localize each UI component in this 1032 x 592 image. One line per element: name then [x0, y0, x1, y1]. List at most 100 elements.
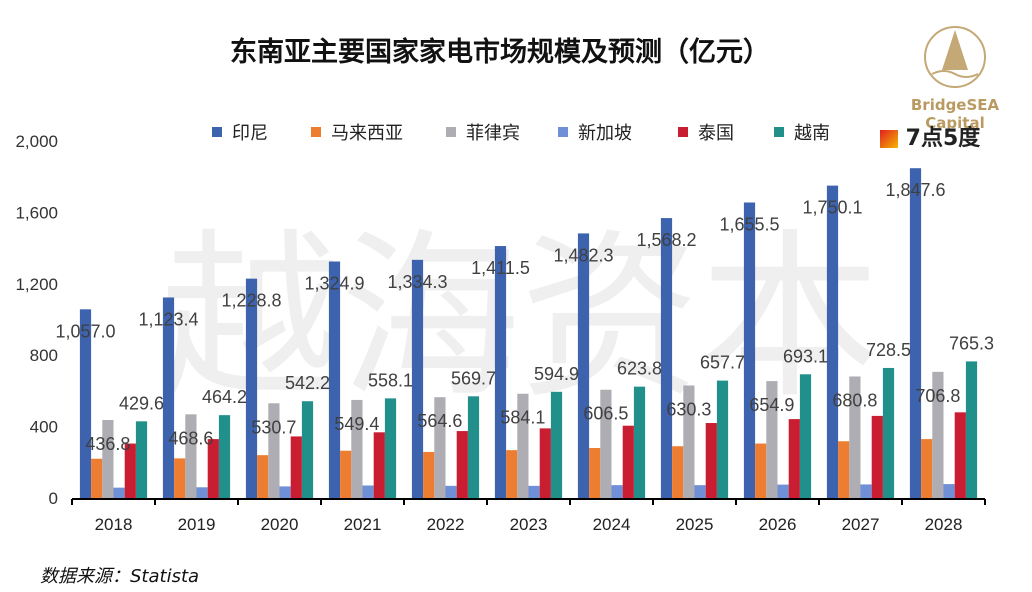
bar-新加坡-2022 [445, 485, 457, 498]
data-label: 657.7 [700, 353, 745, 373]
bar-泰国-2027 [871, 415, 883, 498]
bar-马来西亚-2028 [921, 439, 933, 498]
bar-印尼-2022 [411, 259, 424, 498]
bar-泰国-2020 [290, 436, 302, 498]
x-tick-label: 2019 [178, 515, 216, 534]
bar-马来西亚-2022 [423, 451, 435, 498]
source-note: 数据来源：Statista [40, 566, 200, 587]
legend-label: 越南 [794, 123, 830, 143]
data-label: 558.1 [368, 370, 413, 390]
bar-菲律宾-2027 [849, 376, 861, 498]
legend-label: 泰国 [698, 123, 734, 143]
bar-菲律宾-2025 [683, 385, 695, 498]
bar-新加坡-2025 [694, 485, 706, 498]
legend-swatch-泰国 [678, 127, 688, 137]
bar-马来西亚-2021 [340, 450, 352, 498]
bar-泰国-2019 [207, 439, 219, 498]
x-tick-label: 2024 [593, 515, 631, 534]
bar-菲律宾-2023 [517, 393, 529, 498]
bar-马来西亚-2018 [91, 458, 103, 498]
bar-新加坡-2026 [777, 484, 789, 498]
y-tick-label: 1,200 [15, 275, 58, 294]
bar-菲律宾-2024 [600, 389, 612, 498]
y-tick-label: 0 [49, 489, 58, 508]
bar-越南-2019 [218, 415, 231, 498]
x-tick-label: 2023 [510, 515, 548, 534]
bar-泰国-2026 [788, 419, 800, 498]
bar-越南-2026 [799, 374, 812, 498]
data-label: 569.7 [451, 368, 496, 388]
bar-印尼-2018 [79, 309, 92, 498]
bar-印尼-2027 [826, 185, 839, 498]
data-label: 468.6 [168, 428, 213, 448]
bar-印尼-2020 [245, 278, 258, 498]
bar-新加坡-2028 [943, 484, 955, 498]
bar-泰国-2028 [954, 412, 966, 498]
bar-马来西亚-2023 [506, 450, 518, 498]
bar-越南-2023 [550, 391, 563, 498]
logo-text: 7点5度 [905, 126, 981, 151]
data-label: 1,482.3 [553, 245, 613, 265]
data-label: 1,847.6 [885, 180, 945, 200]
bar-越南-2022 [467, 396, 480, 498]
brand-name: BridgeSEA Capital [910, 96, 1000, 132]
bar-菲律宾-2018 [102, 420, 114, 498]
bar-越南-2024 [633, 386, 646, 498]
legend-swatch-越南 [774, 127, 784, 137]
bar-新加坡-2020 [279, 486, 291, 498]
bar-泰国-2018 [124, 443, 136, 498]
bar-越南-2020 [301, 401, 314, 498]
bar-新加坡-2019 [196, 487, 208, 498]
data-label: 1,324.9 [304, 274, 364, 294]
bar-菲律宾-2020 [268, 403, 280, 498]
bar-印尼-2026 [743, 202, 756, 498]
x-tick-label: 2022 [427, 515, 465, 534]
legend-label: 马来西亚 [331, 123, 403, 143]
data-label: 630.3 [666, 399, 711, 419]
logo-mark-icon [880, 130, 898, 148]
bar-印尼-2023 [494, 246, 507, 498]
chart-title: 东南亚主要国家家电市场规模及预测（亿元） [230, 37, 770, 68]
data-label: 606.5 [583, 404, 628, 424]
bar-马来西亚-2024 [589, 448, 601, 498]
x-tick-label: 2020 [261, 515, 299, 534]
y-tick-label: 800 [30, 346, 58, 365]
data-label: 429.6 [119, 393, 164, 413]
data-label: 530.7 [251, 417, 296, 437]
bar-越南-2027 [882, 367, 895, 498]
bar-新加坡-2027 [860, 484, 872, 498]
sail-emblem-icon [924, 26, 986, 88]
bar-新加坡-2018 [113, 487, 125, 498]
data-label: 728.5 [866, 340, 911, 360]
data-label: 654.9 [749, 395, 794, 415]
bar-菲律宾-2028 [932, 371, 944, 498]
bar-新加坡-2021 [362, 485, 374, 498]
data-label: 680.8 [832, 390, 877, 410]
data-label: 1,228.8 [221, 291, 281, 311]
y-tick-label: 400 [30, 418, 58, 437]
data-label: 564.6 [417, 411, 462, 431]
watermark-text: 越海资本 [160, 214, 880, 423]
bar-菲律宾-2022 [434, 397, 446, 498]
bar-印尼-2021 [328, 261, 341, 498]
legend-swatch-马来西亚 [311, 127, 321, 137]
data-label: 623.8 [617, 359, 662, 379]
x-tick-label: 2021 [344, 515, 382, 534]
data-label: 1,123.4 [138, 309, 198, 329]
data-label: 436.8 [85, 434, 130, 454]
bar-泰国-2022 [456, 431, 468, 498]
y-tick-label: 2,000 [15, 132, 58, 151]
bar-马来西亚-2027 [838, 441, 850, 498]
bar-马来西亚-2026 [755, 443, 767, 498]
legend-swatch-印尼 [212, 127, 222, 137]
bar-泰国-2025 [705, 423, 717, 498]
data-label: 1,655.5 [719, 214, 779, 234]
bar-印尼-2025 [660, 218, 673, 498]
bar-马来西亚-2020 [257, 455, 269, 498]
legend-label: 印尼 [232, 123, 268, 143]
bar-泰国-2021 [373, 432, 385, 498]
bar-泰国-2024 [622, 425, 634, 498]
bar-越南-2025 [716, 380, 729, 498]
